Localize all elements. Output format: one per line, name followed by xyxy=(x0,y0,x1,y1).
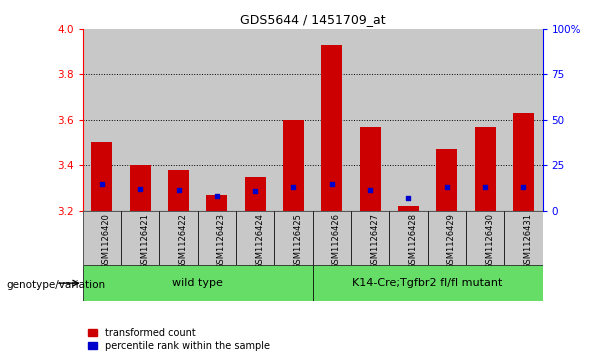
Bar xyxy=(283,120,304,211)
Bar xyxy=(130,165,151,211)
Bar xyxy=(275,211,313,265)
Bar xyxy=(275,29,313,211)
Legend: transformed count, percentile rank within the sample: transformed count, percentile rank withi… xyxy=(88,328,270,351)
Bar xyxy=(168,170,189,211)
Bar xyxy=(236,211,275,265)
Title: GDS5644 / 1451709_at: GDS5644 / 1451709_at xyxy=(240,13,386,26)
Bar xyxy=(197,29,236,211)
Bar xyxy=(207,195,227,211)
Bar xyxy=(466,29,504,211)
Bar xyxy=(466,211,504,265)
Bar xyxy=(351,211,389,265)
Point xyxy=(480,184,490,189)
Bar xyxy=(504,29,543,211)
Bar xyxy=(321,45,342,211)
Text: GSM1126421: GSM1126421 xyxy=(140,213,149,269)
Bar xyxy=(389,211,428,265)
Bar xyxy=(83,211,121,265)
Bar xyxy=(159,211,197,265)
Point xyxy=(250,188,260,194)
Text: GSM1126424: GSM1126424 xyxy=(255,213,264,269)
Point xyxy=(403,195,413,201)
Point xyxy=(327,182,337,187)
Bar xyxy=(436,149,457,211)
Bar xyxy=(121,29,159,211)
Text: GSM1126427: GSM1126427 xyxy=(370,213,379,269)
Text: K14-Cre;Tgfbr2 fl/fl mutant: K14-Cre;Tgfbr2 fl/fl mutant xyxy=(352,278,503,288)
Bar xyxy=(159,29,197,211)
Text: GSM1126431: GSM1126431 xyxy=(524,213,532,269)
FancyBboxPatch shape xyxy=(83,265,313,301)
Bar xyxy=(428,29,466,211)
Bar xyxy=(313,211,351,265)
Text: GSM1126423: GSM1126423 xyxy=(217,213,226,269)
Bar xyxy=(389,29,428,211)
Bar xyxy=(245,176,265,211)
Bar xyxy=(428,211,466,265)
Text: genotype/variation: genotype/variation xyxy=(6,280,105,290)
Bar xyxy=(504,211,543,265)
Text: GSM1126420: GSM1126420 xyxy=(102,213,111,269)
Point xyxy=(442,184,452,189)
Bar xyxy=(83,29,121,211)
Point xyxy=(97,182,107,187)
Text: GSM1126430: GSM1126430 xyxy=(485,213,494,269)
Bar xyxy=(313,29,351,211)
Bar xyxy=(474,127,495,211)
Text: GSM1126426: GSM1126426 xyxy=(332,213,341,269)
Text: wild type: wild type xyxy=(172,278,223,288)
Bar xyxy=(360,127,381,211)
Point xyxy=(289,184,299,189)
Text: GSM1126425: GSM1126425 xyxy=(294,213,302,269)
Bar xyxy=(91,143,112,211)
Text: GSM1126422: GSM1126422 xyxy=(178,213,188,269)
Point xyxy=(519,184,528,189)
FancyBboxPatch shape xyxy=(313,265,543,301)
Text: GSM1126428: GSM1126428 xyxy=(408,213,417,269)
Bar xyxy=(513,113,534,211)
Bar xyxy=(121,211,159,265)
Bar xyxy=(398,206,419,211)
Point xyxy=(135,186,145,192)
Point xyxy=(365,187,375,193)
Point xyxy=(173,187,183,193)
Bar xyxy=(351,29,389,211)
Bar xyxy=(197,211,236,265)
Point xyxy=(212,193,222,199)
Text: GSM1126429: GSM1126429 xyxy=(447,213,455,269)
Bar xyxy=(236,29,275,211)
